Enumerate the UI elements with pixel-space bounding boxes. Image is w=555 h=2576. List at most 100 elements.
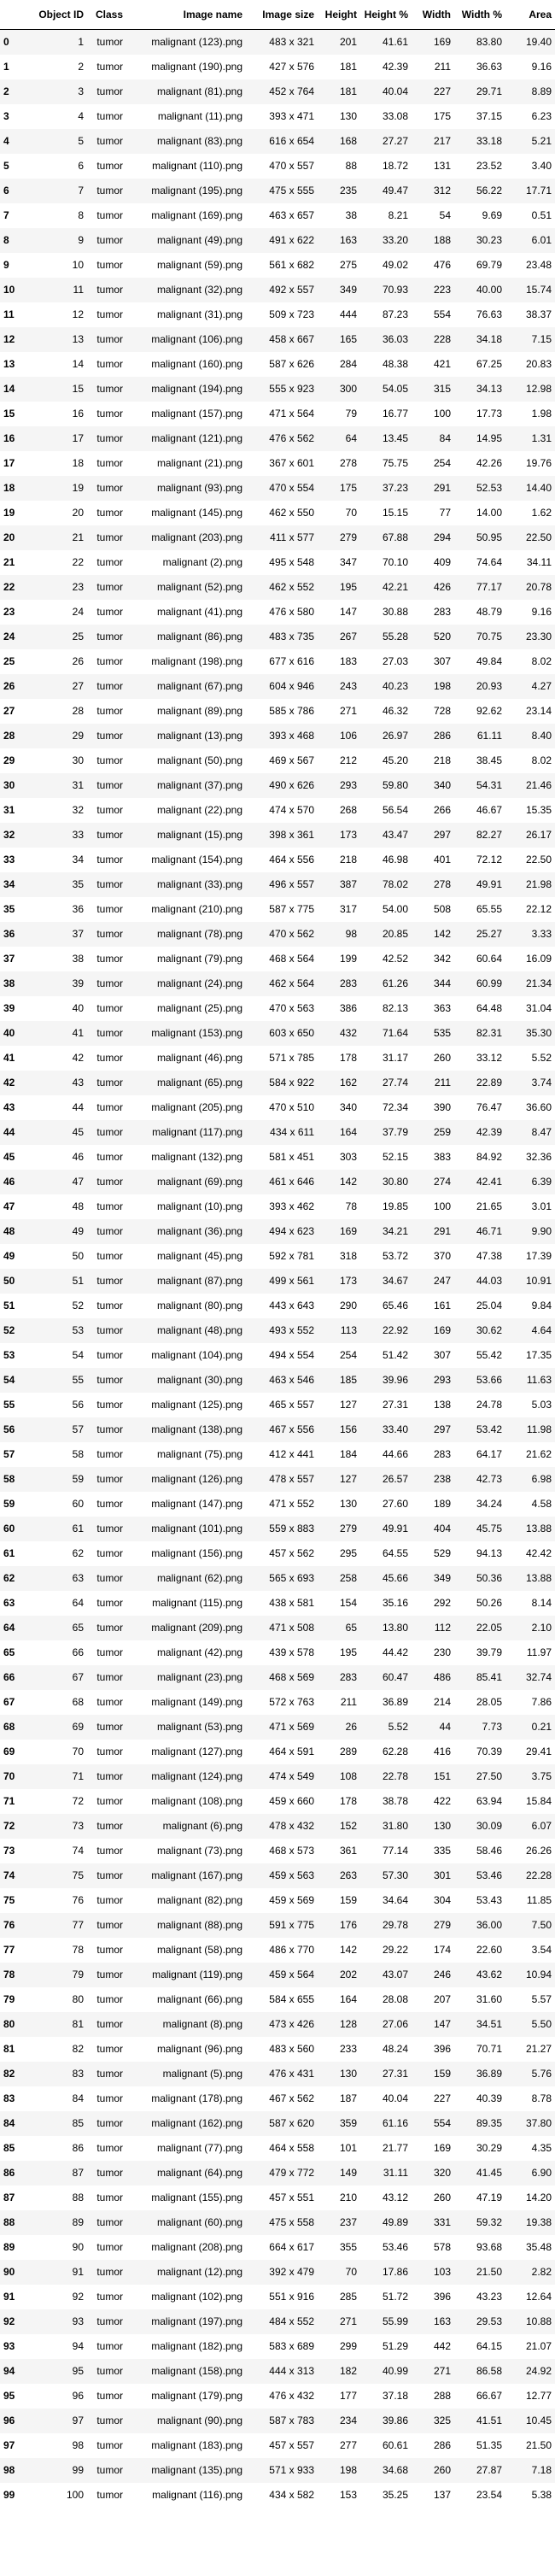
cell-height: 285 [339, 2291, 357, 2303]
cell-image-name: malignant (162).png [126, 2111, 246, 2136]
cell-class: tumor [96, 2241, 123, 2253]
cell-image-size: 470 x 554 [246, 476, 318, 501]
cell-area: 7.86 [531, 1696, 552, 1708]
cell-image-size: 565 x 693 [246, 1566, 318, 1591]
column-header-area: Area [505, 0, 555, 30]
cell-area: 7.15 [505, 327, 555, 352]
cell-width: 331 [412, 2210, 454, 2235]
cell-width-pct: 45.75 [454, 1517, 505, 1541]
cell-area: 23.14 [525, 705, 552, 717]
cell-object-id: 94 [72, 2340, 84, 2352]
cell-image-name: malignant (156).png [151, 1547, 242, 1559]
cell-width: 292 [433, 1597, 451, 1609]
cell-width-pct: 63.94 [476, 1795, 502, 1807]
cell-object-id: 81 [31, 2012, 87, 2037]
cell-image-size: 664 x 617 [269, 2241, 314, 2253]
cell-index: 51 [3, 1300, 15, 1311]
cell-width: 283 [433, 606, 451, 618]
cell-class: tumor [87, 476, 126, 501]
cell-height-pct: 49.89 [360, 2210, 412, 2235]
cell-width: 163 [412, 2309, 454, 2334]
cell-image-name: malignant (135).png [126, 2458, 246, 2483]
cell-class: tumor [96, 1002, 123, 1014]
cell-object-id: 24 [72, 606, 84, 618]
cell-width: 349 [412, 1566, 454, 1591]
cell-height: 70 [345, 507, 357, 519]
cell-height: 340 [339, 1101, 357, 1113]
table-row: 49 50 tumor malignant (45).png 592 x 781 318 5… [0, 1244, 555, 1269]
cell-width-pct: 38.45 [476, 754, 502, 766]
cell-height: 127 [318, 1467, 360, 1492]
cell-height: 127 [339, 1399, 357, 1411]
cell-object-id: 7 [31, 179, 87, 203]
cell-object-id: 8 [78, 209, 84, 221]
cell-width-pct: 25.27 [454, 922, 505, 947]
cell-width: 396 [433, 2043, 451, 2055]
cell-width: 291 [412, 1219, 454, 1244]
cell-height: 101 [339, 2142, 357, 2154]
cell-index: 27 [3, 705, 15, 717]
cell-object-id: 50 [72, 1250, 84, 1262]
cell-object-id: 42 [72, 1052, 84, 1064]
cell-image-size: 484 x 552 [246, 2309, 318, 2334]
cell-image-size: 486 x 770 [269, 1944, 314, 1956]
column-header-width-pct: Width % [454, 0, 505, 30]
cell-width-pct: 53.66 [454, 1368, 505, 1393]
cell-object-id: 88 [72, 2192, 84, 2203]
cell-height: 149 [318, 2161, 360, 2186]
cell-image-size: 465 x 557 [269, 1399, 314, 1411]
cell-class: tumor [87, 2309, 126, 2334]
cell-height-pct: 29.78 [360, 1913, 412, 1938]
cell-area: 8.89 [505, 79, 555, 104]
cell-area: 14.40 [505, 476, 555, 501]
cell-class: tumor [96, 1349, 123, 1361]
cell-index: 9 [3, 259, 9, 271]
cell-image-name: malignant (178).png [151, 2092, 242, 2104]
cell-height: 271 [318, 2309, 360, 2334]
cell-width-pct: 93.68 [476, 2241, 502, 2253]
cell-index: 55 [3, 1399, 15, 1411]
cell-width-pct: 50.95 [454, 525, 505, 550]
cell-image-name: malignant (89).png [156, 705, 242, 717]
cell-width: 112 [412, 1616, 454, 1640]
cell-image-name: malignant (32).png [126, 278, 246, 302]
cell-image-size: 392 x 479 [246, 2260, 318, 2285]
cell-width-pct: 54.31 [454, 773, 505, 798]
cell-class: tumor [87, 823, 126, 848]
cell-area: 1.31 [505, 426, 555, 451]
cell-width: 44 [412, 1715, 454, 1740]
cell-object-id: 46 [72, 1151, 84, 1163]
cell-image-name: malignant (23).png [126, 1665, 246, 1690]
cell-image-size: 471 x 552 [269, 1498, 314, 1510]
table-row: 63 64 tumor malignant (115).png 438 x 581 154… [0, 1591, 555, 1616]
table-row: 85 86 tumor malignant (77).png 464 x 558 101 2… [0, 2136, 555, 2161]
cell-area: 11.85 [526, 1894, 552, 1906]
cell-image-name: malignant (117).png [126, 1120, 246, 1145]
cell-object-id: 76 [72, 1894, 84, 1906]
cell-height-pct: 27.03 [382, 655, 408, 667]
column-header-height-pct: Height % [360, 0, 412, 30]
cell-image-size: 470 x 510 [269, 1101, 314, 1113]
cell-class: tumor [96, 1200, 123, 1212]
cell-image-name: malignant (197).png [126, 2309, 246, 2334]
cell-width: 279 [412, 1913, 454, 1938]
cell-image-size: 551 x 916 [269, 2291, 314, 2303]
cell-height: 38 [345, 209, 357, 221]
cell-width: 320 [412, 2161, 454, 2186]
cell-object-id: 28 [72, 705, 84, 717]
cell-index: 81 [3, 2043, 15, 2055]
cell-image-size: 471 x 508 [246, 1616, 318, 1640]
cell-area: 21.07 [525, 2340, 552, 2352]
cell-index: 25 [3, 655, 15, 667]
cell-index: 95 [3, 2390, 15, 2402]
table-row: 27 28 tumor malignant (89).png 585 x 786 271 4… [0, 699, 555, 724]
cell-index: 93 [3, 2340, 15, 2352]
cell-height: 130 [339, 110, 357, 122]
cell-area: 6.98 [505, 1467, 555, 1492]
cell-area: 21.27 [525, 2043, 552, 2055]
cell-area: 12.64 [525, 2291, 552, 2303]
cell-width-pct: 34.18 [454, 327, 505, 352]
cell-height-pct: 27.27 [360, 129, 412, 154]
cell-object-id: 9 [31, 228, 87, 253]
cell-index: 36 [0, 922, 31, 947]
